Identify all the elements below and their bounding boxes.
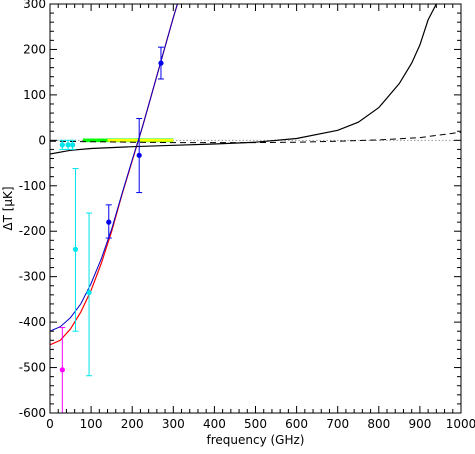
data-band-4 — [107, 138, 174, 142]
x-axis-title: frequency (GHz) — [207, 433, 305, 447]
model-curve-6 — [50, 4, 178, 332]
y-tick-label-7: -400 — [19, 315, 46, 329]
x-tick-label-9: 900 — [408, 417, 431, 431]
data-point-0-0 — [59, 367, 65, 373]
y-tick-label-6: -300 — [19, 270, 46, 284]
plot-frame — [49, 3, 462, 414]
plot-area — [50, 4, 461, 413]
y-tick-label-0: 300 — [23, 0, 46, 11]
y-tick-label-2: 100 — [23, 88, 46, 102]
model-curve-5 — [50, 4, 178, 346]
data-point-2-1 — [136, 152, 142, 158]
x-tick-label-0: 0 — [46, 417, 54, 431]
y-tick-label-4: -100 — [19, 179, 46, 193]
x-tick-label-8: 800 — [367, 417, 390, 431]
x-tick-label-7: 700 — [326, 417, 349, 431]
tick-labels: 0 100 200 300 400 500 600 700 800 900 100030020010… — [19, 0, 475, 431]
model-curve-8 — [50, 131, 461, 144]
data-point-2-0 — [106, 219, 112, 225]
x-tick-label-3: 300 — [162, 417, 185, 431]
model-curve-7 — [50, 4, 437, 155]
y-tick-label-8: -500 — [19, 361, 46, 375]
data-point-1-3 — [72, 246, 79, 252]
x-tick-label-4: 400 — [203, 417, 226, 431]
y-tick-label-5: -200 — [19, 224, 46, 238]
data-point-1-1 — [65, 142, 71, 148]
data-point-1-0 — [59, 142, 65, 148]
x-tick-label-6: 600 — [285, 417, 308, 431]
data-point-2-2 — [158, 60, 164, 66]
data-point-1-2 — [70, 142, 76, 148]
x-tick-label-10: 1000 — [446, 417, 475, 431]
y-tick-label-9: -600 — [19, 406, 46, 420]
y-axis-title: ΔT [μK] — [1, 186, 15, 230]
x-tick-label-1: 100 — [80, 417, 103, 431]
data-point-1-4 — [86, 289, 92, 296]
x-tick-label-2: 200 — [121, 417, 144, 431]
y-tick-label-1: 200 — [23, 42, 46, 56]
x-tick-label-5: 500 — [244, 417, 267, 431]
y-tick-label-3: 0 — [38, 133, 46, 147]
axis-ticks — [49, 3, 462, 414]
